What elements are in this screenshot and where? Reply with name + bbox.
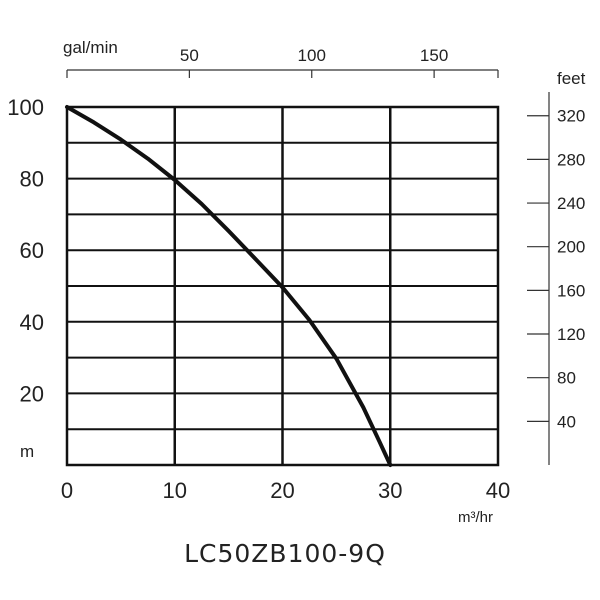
bottom-axis-tick-label: 30 xyxy=(378,478,402,503)
left-axis-tick-label: 40 xyxy=(20,310,44,335)
axes xyxy=(65,69,550,467)
bottom-axis-label: m³/hr xyxy=(458,509,493,526)
curve-layer xyxy=(65,105,393,467)
right-axis-tick-label: 240 xyxy=(557,194,585,213)
right-axis-label: feet xyxy=(557,69,586,88)
top-axis-tick-label: 150 xyxy=(420,46,448,65)
left-axis-tick-label: 100 xyxy=(7,95,44,120)
right-axis-tick-label: 280 xyxy=(557,150,585,169)
right-axis-tick-label: 40 xyxy=(557,412,576,431)
left-axis-label: m xyxy=(20,442,34,461)
right-axis-tick-label: 320 xyxy=(557,107,585,126)
left-axis-tick-label: 60 xyxy=(20,238,44,263)
chart-title: LC50ZB100-9Q xyxy=(184,539,386,568)
top-axis-tick-label: 100 xyxy=(298,46,326,65)
plot-frame xyxy=(65,105,500,467)
bottom-axis-tick-label: 20 xyxy=(270,478,294,503)
performance-curve xyxy=(65,105,393,467)
left-axis-tick-label: 20 xyxy=(20,381,44,406)
top-axis-tick-label: 50 xyxy=(180,46,199,65)
bottom-axis-tick-label: 0 xyxy=(61,478,73,503)
right-axis-tick-label: 160 xyxy=(557,281,585,300)
right-axis-tick-label: 80 xyxy=(557,369,576,388)
bottom-axis-tick-label: 10 xyxy=(163,478,187,503)
bottom-axis-tick-label: 40 xyxy=(486,478,510,503)
labels: 50 100 150gal/min4080120160200240280320fee… xyxy=(7,38,585,526)
left-axis-tick-label: 80 xyxy=(20,167,44,192)
top-axis-label: gal/min xyxy=(63,38,118,57)
right-axis-tick-label: 200 xyxy=(557,238,585,257)
right-axis-tick-label: 120 xyxy=(557,325,585,344)
